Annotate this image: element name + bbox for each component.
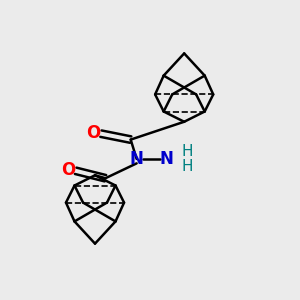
Text: O: O: [86, 124, 101, 142]
Text: H: H: [182, 144, 193, 159]
Text: O: O: [61, 161, 75, 179]
Text: N: N: [159, 150, 173, 168]
Text: N: N: [130, 150, 144, 168]
Text: H: H: [182, 159, 193, 174]
